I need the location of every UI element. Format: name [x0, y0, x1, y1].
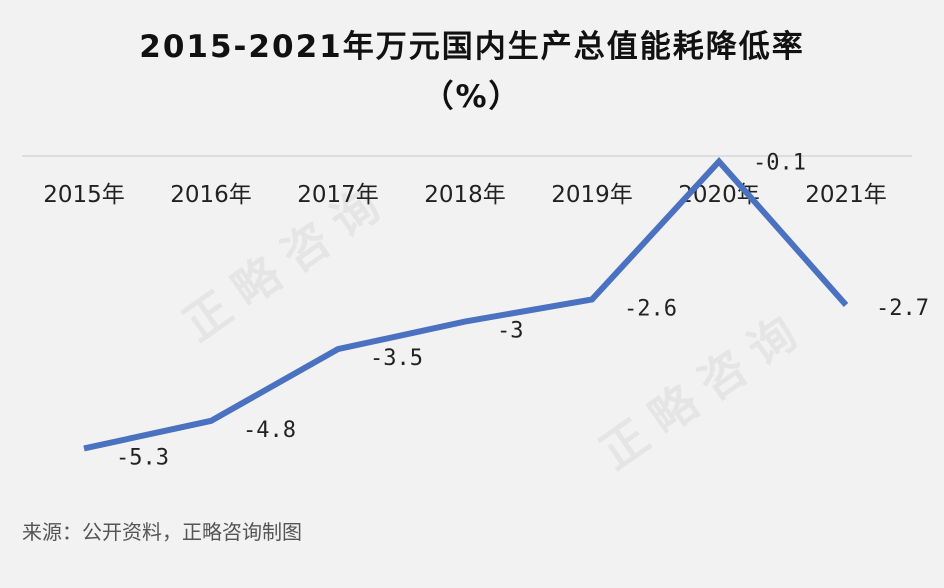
chart-title-line2: （%）: [422, 79, 522, 115]
x-tick-label: 2018年: [424, 182, 506, 208]
x-tick-label: 2016年: [170, 182, 252, 208]
data-label: -4.8: [243, 418, 296, 443]
source-note: 来源：公开资料，正略咨询制图: [22, 520, 302, 544]
data-label: -5.3: [116, 445, 169, 470]
data-label: -3.5: [370, 346, 423, 371]
x-tick-label: 2017年: [297, 182, 379, 208]
series-line: [83, 157, 849, 452]
chart-title-line1: 2015-2021年万元国内生产总值能耗降低率: [139, 29, 805, 65]
chart-title: 2015-2021年万元国内生产总值能耗降低率 （%）: [0, 22, 944, 122]
x-tick-label: 2021年: [805, 182, 887, 208]
x-tick-label: 2019年: [551, 182, 633, 208]
x-tick-label: 2015年: [43, 182, 125, 208]
data-labels: -5.3 -4.8 -3.5 -3 -2.6 -0.1 -2.7: [116, 151, 929, 471]
data-label: -3: [497, 319, 524, 344]
data-label: -2.7: [876, 296, 929, 321]
data-label: -2.6: [624, 296, 677, 321]
data-label: -0.1: [753, 151, 806, 176]
